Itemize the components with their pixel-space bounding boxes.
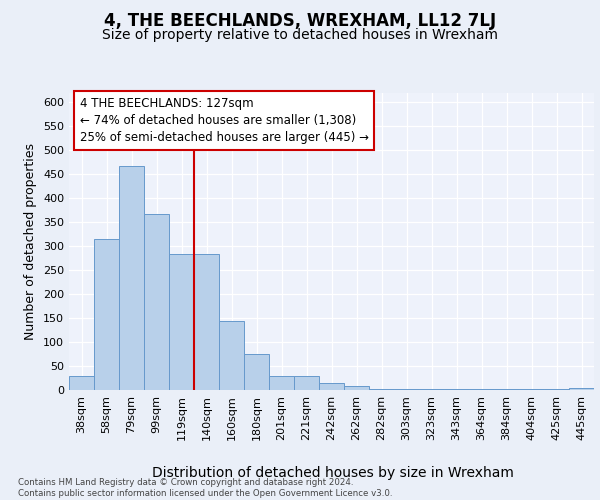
Bar: [169, 254, 194, 390]
Bar: [369, 388, 394, 390]
Bar: [469, 388, 494, 390]
Bar: [144, 214, 169, 390]
Bar: [319, 383, 344, 390]
Bar: [394, 388, 419, 390]
Bar: [294, 376, 319, 390]
Bar: [194, 254, 219, 390]
Text: 4 THE BEECHLANDS: 127sqm
← 74% of detached houses are smaller (1,308)
25% of sem: 4 THE BEECHLANDS: 127sqm ← 74% of detach…: [79, 97, 368, 144]
Text: Contains HM Land Registry data © Crown copyright and database right 2024.
Contai: Contains HM Land Registry data © Crown c…: [18, 478, 392, 498]
Text: Distribution of detached houses by size in Wrexham: Distribution of detached houses by size …: [152, 466, 514, 480]
Bar: [94, 239, 119, 390]
Bar: [519, 388, 544, 390]
Text: Size of property relative to detached houses in Wrexham: Size of property relative to detached ho…: [102, 28, 498, 42]
Bar: [269, 376, 294, 390]
Bar: [444, 388, 469, 390]
Text: 4, THE BEECHLANDS, WREXHAM, LL12 7LJ: 4, THE BEECHLANDS, WREXHAM, LL12 7LJ: [104, 12, 496, 30]
Bar: [569, 388, 594, 390]
Bar: [544, 388, 569, 390]
Bar: [419, 388, 444, 390]
Bar: [344, 386, 369, 390]
Bar: [219, 321, 244, 390]
Bar: [119, 166, 144, 390]
Bar: [244, 354, 269, 390]
Bar: [69, 376, 94, 390]
Bar: [494, 388, 519, 390]
Y-axis label: Number of detached properties: Number of detached properties: [25, 143, 37, 340]
